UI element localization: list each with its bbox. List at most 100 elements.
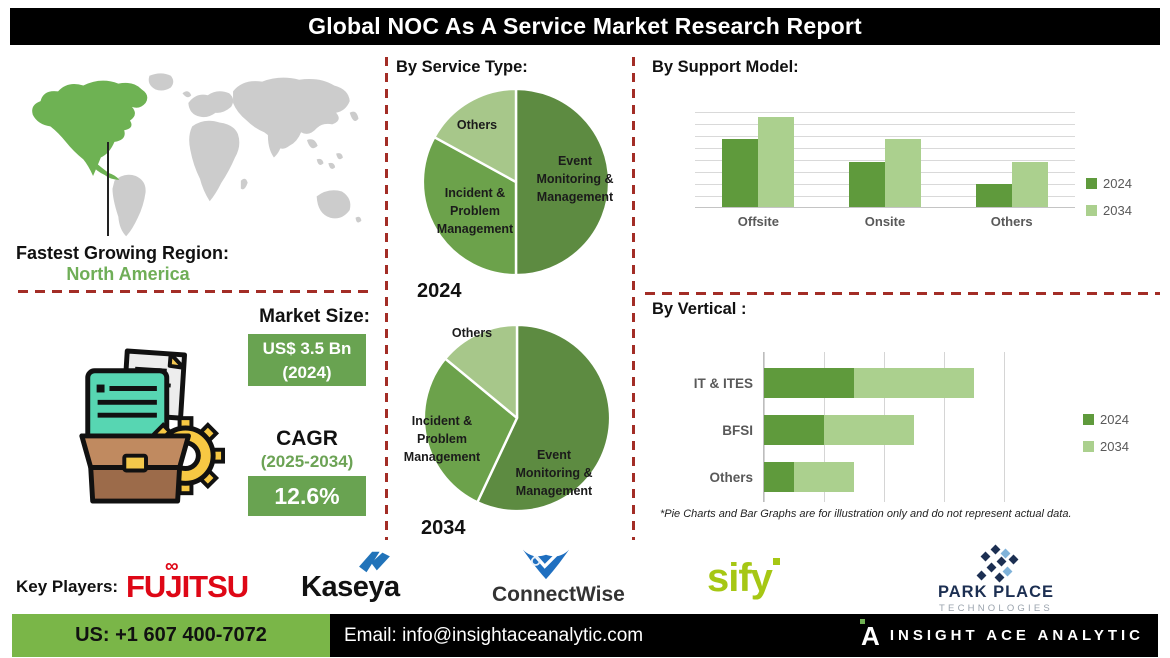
pie-slice-2 xyxy=(444,323,519,420)
pie-slice-2 xyxy=(433,87,518,184)
hbar-it-ites-2024 xyxy=(764,368,854,398)
category-onsite: Onsite xyxy=(864,214,906,229)
hbar-others-2024 xyxy=(764,462,794,492)
parkplace-mosaic-icon xyxy=(968,544,1024,584)
map-australia xyxy=(316,190,362,223)
vertical-legend: 2024 2034 xyxy=(1083,412,1129,454)
fastest-region-value: North America xyxy=(66,264,190,284)
map-south-america xyxy=(112,174,146,237)
bar-others-2024 xyxy=(976,184,1012,207)
map-europe xyxy=(188,91,234,118)
fujitsu-logo-text: FUJITSU xyxy=(126,569,249,604)
world-map xyxy=(32,73,362,237)
footer-email: Email: info@insightaceanalytic.com xyxy=(344,624,644,646)
category-offsite: Offsite xyxy=(737,214,779,229)
legend-label-2024: 2024 xyxy=(1100,412,1129,427)
parkplace-logo: PARK PLACE TECHNOLOGIES xyxy=(930,583,1062,614)
kaseya-k-icon xyxy=(359,551,390,573)
legend-swatch-2034 xyxy=(1086,205,1097,216)
support-model-chart-plot xyxy=(695,112,1075,208)
pie2024-label-event: Event Monitoring & Management xyxy=(536,154,614,205)
legend-item-2034: 2034 xyxy=(1086,203,1132,218)
page-title: Global NOC As A Service Market Research … xyxy=(308,13,862,39)
map-japan xyxy=(349,111,359,121)
insightace-brand-text: INSIGHT ACE ANALYTIC xyxy=(889,627,1144,644)
market-size-label: Market Size: xyxy=(259,306,370,327)
legend-item-2034: 2034 xyxy=(1083,439,1129,454)
map-uk xyxy=(182,91,192,98)
fujitsu-infinity-icon: ∞ xyxy=(165,556,179,577)
bar-others-2034 xyxy=(1012,162,1048,207)
briefcase-documents-gear-icon xyxy=(79,348,226,504)
hbar-others-2034 xyxy=(794,462,854,492)
pie2034-label-incident: Incident & Problem Management xyxy=(403,414,481,465)
bar-onsite-2024 xyxy=(849,162,885,207)
pie2024-year-label: 2024 xyxy=(417,280,462,302)
hbar-bfsi-2034 xyxy=(824,415,914,445)
section-title-support-model: By Support Model: xyxy=(652,58,799,76)
pie2034-year-label: 2034 xyxy=(421,517,466,539)
map-india xyxy=(267,131,283,158)
sify-dot-icon xyxy=(772,558,780,565)
fastest-region-label: Fastest Growing Region: xyxy=(16,243,230,263)
parkplace-logo-line1: PARK PLACE xyxy=(937,583,1055,601)
divider-horizontal-left xyxy=(18,290,372,293)
bar-onsite-2034 xyxy=(885,139,921,207)
market-size-year: (2024) xyxy=(282,362,332,382)
legend-item-2024: 2024 xyxy=(1083,412,1129,427)
support-model-category-labels: Offsite Onsite Others xyxy=(695,214,1075,229)
category-it-ites: IT & ITES xyxy=(693,376,753,391)
divider-horizontal-right xyxy=(645,292,1160,295)
category-bfsi: BFSI xyxy=(722,423,753,438)
map-north-america xyxy=(32,80,148,176)
section-title-vertical: By Vertical : xyxy=(652,300,747,318)
map-pointer-line xyxy=(107,142,109,236)
divider-vertical-left xyxy=(385,57,388,540)
legend-swatch-2024 xyxy=(1083,414,1094,425)
sify-logo-text: sify xyxy=(707,556,773,600)
key-players-label: Key Players: xyxy=(16,577,119,596)
category-others: Others xyxy=(990,214,1033,229)
insightace-brand: A INSIGHT ACE ANALYTIC xyxy=(860,618,1144,651)
pie-slice-0 xyxy=(514,87,611,277)
map-madagascar xyxy=(240,178,248,190)
vertical-chart-plot xyxy=(763,352,1013,502)
parkplace-logo-line2: TECHNOLOGIES xyxy=(939,603,1053,614)
pie-slice-1 xyxy=(421,135,518,277)
section-title-service-type: By Service Type: xyxy=(396,58,528,76)
footer-black-bar: Email: info@insightaceanalytic.com A INS… xyxy=(330,614,1158,657)
pie-slice-1 xyxy=(422,357,519,504)
pie2034-label-others: Others xyxy=(451,326,493,340)
pie-slice-0 xyxy=(476,323,612,513)
map-asia xyxy=(233,77,350,149)
pie-chart-2034 xyxy=(420,321,614,515)
support-model-legend: 2024 2034 xyxy=(1086,176,1132,218)
map-southeast-asia xyxy=(306,139,343,169)
sify-logo: sify xyxy=(707,556,780,601)
divider-vertical-right xyxy=(632,57,635,540)
map-greenland xyxy=(148,73,174,91)
footer-phone-bar: US: +1 607 400-7072 xyxy=(12,614,330,657)
category-others-vertical: Others xyxy=(709,470,753,485)
cagr-value-box: 12.6% xyxy=(248,476,366,516)
insightace-logo-icon: A xyxy=(860,618,880,651)
legend-swatch-2034 xyxy=(1083,441,1094,452)
connectwise-logo: ConnectWise xyxy=(492,583,625,606)
legend-swatch-2024 xyxy=(1086,178,1097,189)
legend-label-2034: 2034 xyxy=(1100,439,1129,454)
bar-offsite-2034 xyxy=(758,117,794,207)
map-central-america xyxy=(91,160,120,180)
market-size-box: US$ 3.5 Bn (2024) xyxy=(248,334,366,386)
legend-item-2024: 2024 xyxy=(1086,176,1132,191)
cagr-period: (2025-2034) xyxy=(260,452,354,471)
map-africa xyxy=(189,120,240,202)
pie-chart-2024 xyxy=(419,85,613,279)
connectwise-owl-icon xyxy=(522,549,570,580)
market-size-value: US$ 3.5 Bn xyxy=(262,339,352,358)
legend-label-2024: 2024 xyxy=(1103,176,1132,191)
chart-disclaimer: *Pie Charts and Bar Graphs are for illus… xyxy=(660,508,1072,520)
pie2024-label-incident: Incident & Problem Management xyxy=(436,186,514,237)
kaseya-logo: Kaseya xyxy=(301,571,400,603)
footer-phone: US: +1 607 400-7072 xyxy=(75,624,267,646)
